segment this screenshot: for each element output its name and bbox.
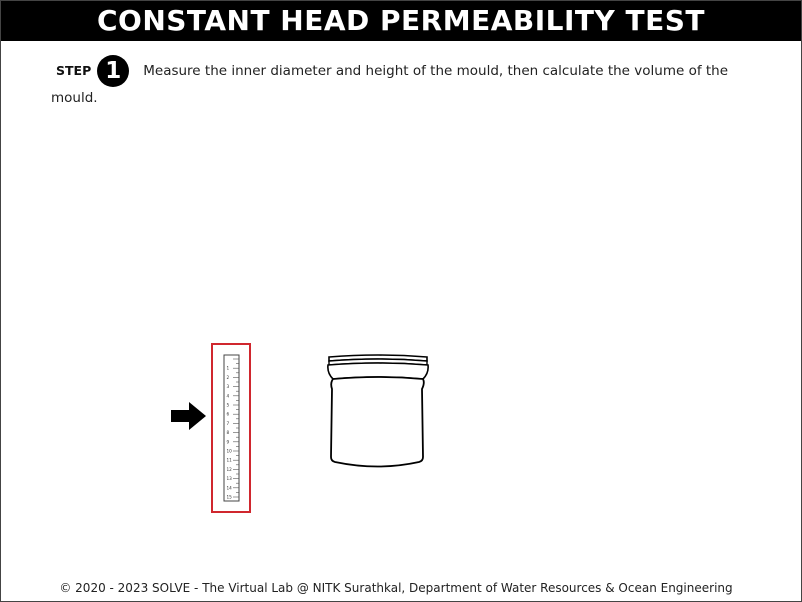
ruler-tick-label: 10	[227, 449, 233, 454]
ruler-tick-label: 13	[227, 476, 233, 481]
ruler-highlight-box[interactable]: 1 2 3 4 5 6 7 8 9 10 11 12 13 14 15	[211, 343, 251, 513]
ruler-tick-label: 11	[227, 458, 233, 463]
ruler-tick-label: 6	[227, 412, 230, 417]
ruler-tick-label: 15	[227, 495, 233, 500]
ruler-tick-label: 8	[227, 430, 230, 435]
step-instruction: STEP 1 Measure the inner diameter and heig…	[51, 55, 771, 109]
page-title: CONSTANT HEAD PERMEABILITY TEST	[1, 1, 801, 41]
arrow-right-icon	[171, 402, 206, 430]
ruler-tick-label: 1	[227, 366, 230, 371]
ruler-tick-label: 9	[227, 439, 230, 444]
mould-container[interactable]	[323, 353, 433, 471]
step-number-badge: 1	[97, 55, 130, 87]
step-instruction-text: Measure the inner diameter and height of…	[51, 63, 729, 106]
step-label: STEP	[56, 63, 92, 78]
ruler-tick-label: 14	[227, 485, 233, 490]
ruler-tick-label: 3	[227, 384, 230, 389]
ruler-tick-label: 4	[227, 393, 230, 398]
ruler-tick-label: 5	[227, 403, 230, 408]
ruler-tick-label: 7	[227, 421, 230, 426]
ruler-tick-label: 12	[227, 467, 233, 472]
ruler-tick-label: 2	[227, 375, 230, 380]
footer-copyright: © 2020 - 2023 SOLVE - The Virtual Lab @ …	[59, 581, 733, 595]
